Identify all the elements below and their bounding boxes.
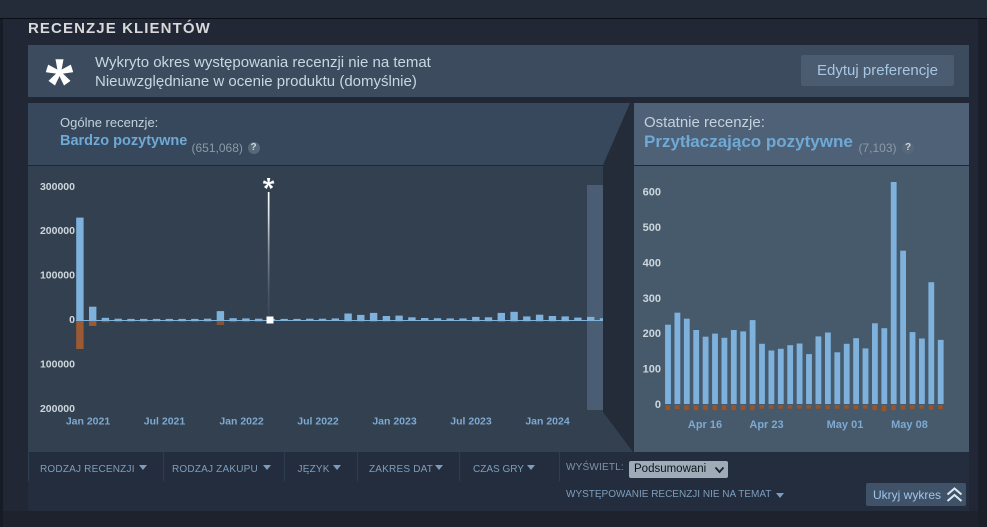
svg-text:Jul 2023: Jul 2023 xyxy=(450,416,492,428)
svg-text:Jul 2021: Jul 2021 xyxy=(144,416,186,428)
svg-text:200000: 200000 xyxy=(40,225,75,237)
svg-text:Apr 16: Apr 16 xyxy=(688,419,722,431)
svg-text:Jan 2023: Jan 2023 xyxy=(372,416,417,428)
svg-text:400: 400 xyxy=(643,257,661,269)
svg-text:Jan 2021: Jan 2021 xyxy=(66,416,111,428)
svg-text:500: 500 xyxy=(643,222,661,234)
svg-text:600: 600 xyxy=(643,187,661,199)
svg-text:300000: 300000 xyxy=(40,181,75,193)
svg-text:200000: 200000 xyxy=(40,403,75,415)
svg-text:May 01: May 01 xyxy=(827,419,864,431)
svg-text:Jul 2022: Jul 2022 xyxy=(297,416,339,428)
svg-text:100000: 100000 xyxy=(40,359,75,371)
svg-text:May 08: May 08 xyxy=(891,419,928,431)
svg-text:Jan 2022: Jan 2022 xyxy=(219,416,264,428)
svg-text:Jan 2024: Jan 2024 xyxy=(525,416,570,428)
svg-text:100000: 100000 xyxy=(40,270,75,282)
svg-text:100: 100 xyxy=(643,364,661,376)
svg-text:0: 0 xyxy=(69,314,75,326)
svg-text:200: 200 xyxy=(643,328,661,340)
svg-text:300: 300 xyxy=(643,293,661,305)
svg-text:Apr 23: Apr 23 xyxy=(749,419,783,431)
svg-text:0: 0 xyxy=(655,399,661,411)
